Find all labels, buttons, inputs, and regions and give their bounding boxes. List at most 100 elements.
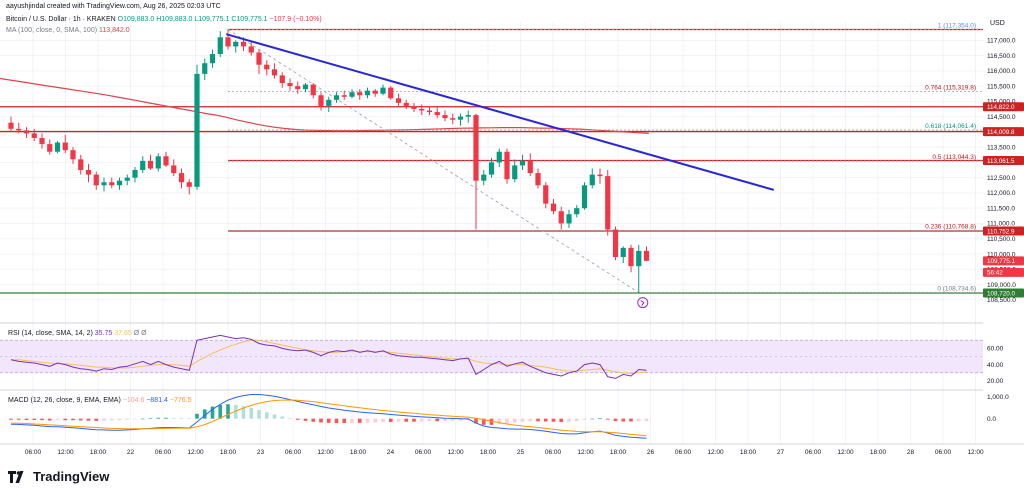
- macd-histogram-bar: [202, 409, 207, 419]
- ma-legend[interactable]: MA (100, close, 0, SMA, 100) 113,842.0: [6, 27, 130, 34]
- candle-body: [434, 112, 440, 116]
- price-tag-bg: [983, 288, 1024, 298]
- candle: [566, 209, 572, 229]
- candle-body: [256, 52, 262, 65]
- macd-value: −881.4: [146, 397, 168, 404]
- price-alert-icon: [637, 297, 649, 309]
- candle: [426, 105, 433, 116]
- macd-histogram-bar: [218, 404, 223, 419]
- macd-histogram-bar: [474, 418, 478, 424]
- macd-histogram-bar: [567, 418, 571, 422]
- candle: [434, 107, 440, 119]
- macd-histogram-bar: [102, 418, 106, 421]
- macd-histogram-bar: [536, 418, 540, 422]
- candle-body: [217, 37, 223, 55]
- macd-histogram-bar: [605, 418, 610, 420]
- candle-body: [388, 87, 394, 99]
- candle-body: [481, 174, 487, 181]
- candle-body: [326, 99, 332, 106]
- macd-histogram-bar: [280, 416, 285, 419]
- candle-body: [132, 170, 138, 178]
- tradingview-logo-icon: [8, 470, 24, 483]
- time-tick-label: 24: [387, 449, 395, 456]
- candle-body: [62, 142, 68, 151]
- price-tick-label: 115,500.0: [987, 83, 1016, 90]
- macd-histogram-bar: [443, 418, 447, 422]
- candle-body: [450, 118, 456, 120]
- price-tag-bg: [983, 102, 1024, 112]
- candle: [550, 199, 557, 215]
- candlesticks: [8, 29, 650, 293]
- tradingview-brand[interactable]: TradingView: [8, 469, 109, 484]
- macd-histogram-bar: [404, 418, 409, 422]
- macd-histogram-bar: [47, 418, 52, 421]
- candle: [132, 166, 138, 183]
- macd-hist-value: −104.6: [122, 397, 145, 404]
- time-tick-label: 23: [257, 449, 265, 456]
- candle: [279, 72, 285, 88]
- candle-body: [209, 54, 216, 64]
- macd-histogram-bar: [117, 418, 122, 421]
- macd-legend[interactable]: MACD (12, 26, close, 9, EMA, EMA) −104.6…: [8, 397, 192, 404]
- ma-value: 113,842.0: [99, 27, 130, 34]
- candle: [357, 89, 363, 100]
- candle-body: [597, 174, 603, 177]
- fib-level-label: 0.618 (114,061.4): [925, 123, 976, 130]
- macd-histogram-bar: [497, 418, 502, 424]
- candle-body: [23, 130, 30, 134]
- fib-level-label: 0.5 (113,044.3): [932, 154, 976, 161]
- candle-body: [558, 211, 564, 224]
- fib-level-label: 0.764 (115,319.8): [925, 85, 976, 92]
- macd-histogram-bar: [458, 418, 463, 421]
- macd-histogram-bar: [9, 418, 13, 420]
- candle-body: [194, 73, 200, 187]
- macd-histogram-bar: [164, 417, 168, 419]
- macd-histogram-bar: [512, 418, 517, 423]
- candle-body: [581, 185, 588, 209]
- macd-label: MACD (12, 26, close, 9, EMA, EMA): [8, 397, 121, 404]
- candle-body: [171, 165, 177, 174]
- candle: [636, 244, 642, 293]
- candle: [78, 154, 84, 175]
- macd-histogram-bar: [629, 418, 633, 422]
- macd-histogram-bar: [582, 418, 587, 420]
- price-tags: 114,822.0 114,009.8 113,061.5 110,752.9 108,…: [983, 102, 1024, 298]
- candle-body: [341, 95, 347, 97]
- time-tick-label: 25: [517, 449, 525, 456]
- macd-histogram-bar: [365, 418, 370, 423]
- candle: [574, 205, 580, 218]
- symbol-legend[interactable]: Bitcoin / U.S. Dollar · 1h · KRAKEN O109…: [6, 16, 322, 23]
- candle: [302, 83, 309, 93]
- candle-body: [202, 63, 208, 74]
- candle-body: [519, 160, 526, 166]
- macd-signal-line: [10, 399, 647, 437]
- price-tick-label: 117,000.0: [987, 38, 1016, 45]
- candle-body: [233, 41, 239, 47]
- candle: [488, 157, 495, 178]
- candle: [388, 86, 394, 100]
- candle-body: [248, 46, 254, 53]
- candle-body: [47, 144, 53, 152]
- macd-histogram-bar: [427, 418, 432, 422]
- candle: [364, 87, 371, 99]
- rsi-legend[interactable]: RSI (14, close, SMA, 14, 2) 35.75 37.65 …: [8, 330, 147, 337]
- time-tick-label: 06:00: [545, 449, 562, 456]
- candle: [605, 170, 611, 236]
- macd-histogram-bar: [86, 418, 91, 421]
- candle: [163, 151, 169, 167]
- candle-body: [372, 90, 378, 94]
- macd-histogram-bar: [94, 418, 99, 421]
- price-tick-label: 114,500.0: [987, 114, 1016, 121]
- macd-histogram-bar: [419, 418, 424, 422]
- macd-tick-label: 1,000.0: [987, 394, 1009, 401]
- candle: [403, 99, 409, 109]
- candle-body: [364, 90, 371, 96]
- candle-body: [612, 229, 619, 258]
- price-alert-circle: [637, 297, 649, 309]
- macd-histogram-bar: [319, 418, 323, 423]
- price-tag-label: 113,061.5: [987, 158, 1015, 165]
- macd-histogram-bar: [226, 404, 230, 419]
- candle: [8, 116, 14, 132]
- price-tag: 108,720.0: [983, 288, 1024, 298]
